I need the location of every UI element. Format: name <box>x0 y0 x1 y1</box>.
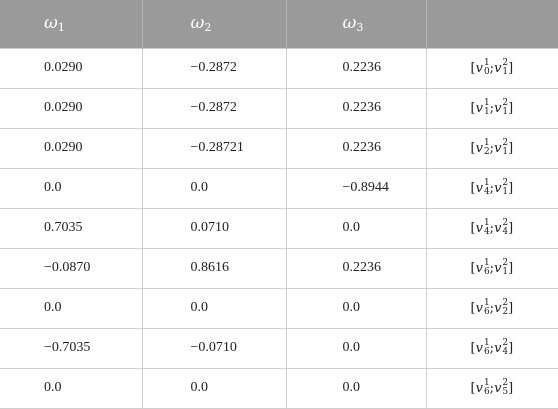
cell-omega-3: 0.2236 <box>285 47 427 89</box>
cell-omega-2: −0.2872 <box>141 47 287 89</box>
vector-pair: [v 1 4 ;v 2 4] <box>470 218 514 237</box>
cell-omega-2: 0.0 <box>141 367 287 409</box>
cell-omega-2: 0.0710 <box>141 207 287 249</box>
vector-pair: [v 1 6 ;v 2 5] <box>470 378 514 397</box>
table-row: 0.0290 −0.2872 0.2236 [v 1 1 ;v 2 1] <box>0 87 558 129</box>
cell-omega-1: −0.0870 <box>0 247 143 289</box>
cell-omega-3: 0.0 <box>285 207 427 249</box>
cell-omega-3: 0.2236 <box>285 127 427 169</box>
cell-omega-2: −0.2872 <box>141 87 287 129</box>
cell-vector-pair: [v 1 4 ;v 2 4] <box>425 207 558 249</box>
cell-omega-3: −0.8944 <box>285 167 427 209</box>
cell-omega-3: 0.0 <box>285 367 427 409</box>
vector-pair: [v 1 2 ;v 2 1] <box>470 138 514 157</box>
table-row: 0.7035 0.0710 0.0 [v 1 4 ;v 2 4] <box>0 207 558 249</box>
header-omega-2: ω2 <box>142 0 287 48</box>
cell-omega-2: 0.0 <box>141 167 287 209</box>
cell-vector-pair: [v 1 0 ;v 2 1] <box>425 47 558 89</box>
cell-omega-1: 0.0290 <box>0 87 143 129</box>
vector-pair: [v 1 4 ;v 2 1] <box>470 178 514 197</box>
header-row: ω1 ω2 ω3 <box>0 0 558 48</box>
cell-omega-3: 0.0 <box>285 287 427 329</box>
cell-vector-pair: [v 1 2 ;v 2 1] <box>425 127 558 169</box>
table-row: 0.0 0.0 −0.8944 [v 1 4 ;v 2 1] <box>0 167 558 209</box>
vector-pair: [v 1 6 ;v 2 4] <box>470 338 514 357</box>
cell-vector-pair: [v 1 6 ;v 2 5] <box>425 367 558 409</box>
cell-omega-1: 0.0290 <box>0 127 143 169</box>
table-row: 0.0 0.0 0.0 [v 1 6 ;v 2 5] <box>0 367 558 409</box>
cell-omega-1: 0.0 <box>0 287 143 329</box>
table-row: −0.0870 0.8616 0.2236 [v 1 6 ;v 2 1] <box>0 247 558 289</box>
vector-pair: [v 1 6 ;v 2 2] <box>470 298 514 317</box>
cell-omega-1: 0.0290 <box>0 47 143 89</box>
cell-vector-pair: [v 1 6 ;v 2 1] <box>425 247 558 289</box>
cell-vector-pair: [v 1 6 ;v 2 2] <box>425 287 558 329</box>
cell-omega-3: 0.2236 <box>285 87 427 129</box>
cell-omega-3: 0.0 <box>285 327 427 369</box>
cell-omega-1: 0.0 <box>0 367 143 409</box>
table-row: 0.0 0.0 0.0 [v 1 6 ;v 2 2] <box>0 287 558 329</box>
header-omega-3: ω3 <box>286 0 427 48</box>
cell-vector-pair: [v 1 1 ;v 2 1] <box>425 87 558 129</box>
cell-omega-1: 0.7035 <box>0 207 143 249</box>
table-row: −0.7035 −0.0710 0.0 [v 1 6 ;v 2 4] <box>0 327 558 369</box>
vector-pair: [v 1 1 ;v 2 1] <box>470 98 514 117</box>
table-row: 0.0290 −0.2872 0.2236 [v 1 0 ;v 2 1] <box>0 47 558 89</box>
cell-omega-1: 0.0 <box>0 167 143 209</box>
cell-omega-3: 0.2236 <box>285 247 427 289</box>
vector-pair: [v 1 0 ;v 2 1] <box>470 58 514 77</box>
table-row: 0.0290 −0.28721 0.2236 [v 1 2 ;v 2 1] <box>0 127 558 169</box>
cell-omega-2: −0.0710 <box>141 327 287 369</box>
cell-vector-pair: [v 1 4 ;v 2 1] <box>425 167 558 209</box>
cell-omega-2: 0.8616 <box>141 247 287 289</box>
cell-omega-2: −0.28721 <box>141 127 287 169</box>
header-omega-1: ω1 <box>0 0 143 48</box>
cell-omega-1: −0.7035 <box>0 327 143 369</box>
vector-pair: [v 1 6 ;v 2 1] <box>470 258 514 277</box>
cell-omega-2: 0.0 <box>141 287 287 329</box>
cell-vector-pair: [v 1 6 ;v 2 4] <box>425 327 558 369</box>
header-vector-pair <box>426 0 558 48</box>
